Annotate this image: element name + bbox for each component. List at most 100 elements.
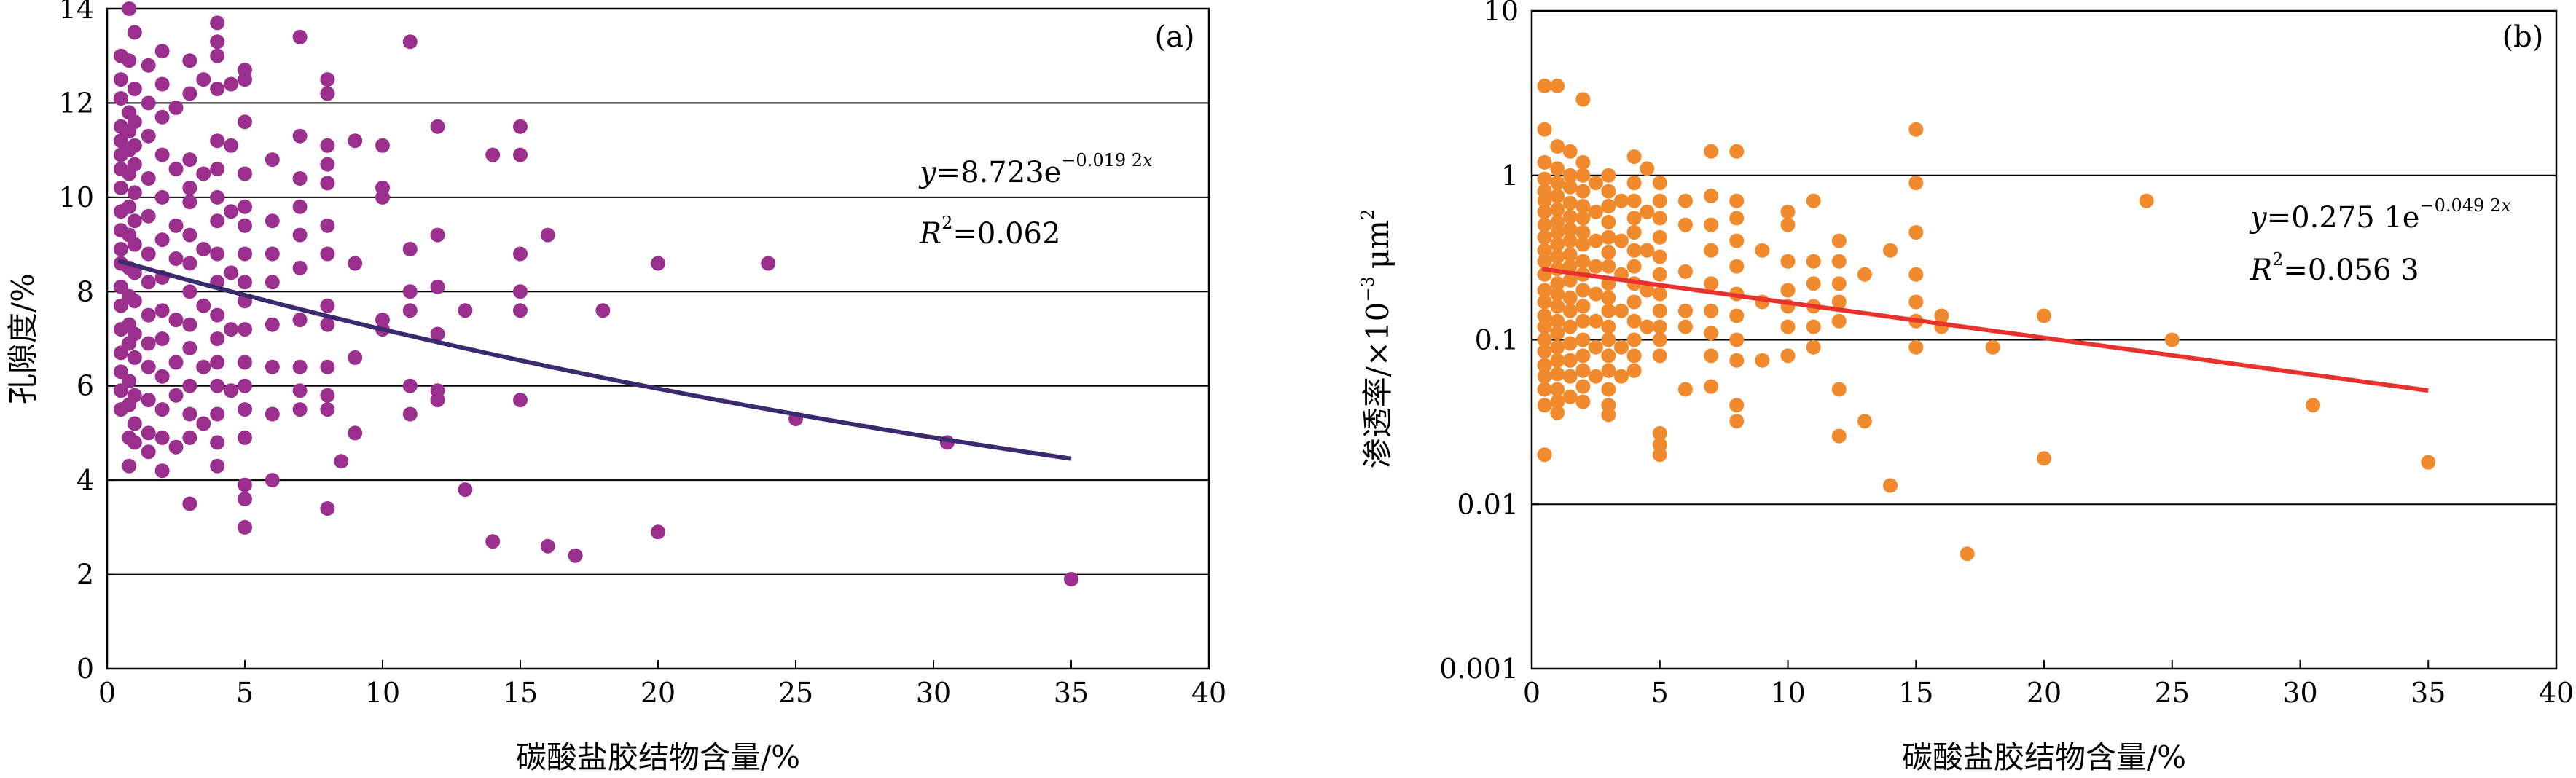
b-data-point bbox=[1729, 308, 1745, 323]
b-x-tick-label: 30 bbox=[2282, 677, 2317, 709]
b-data-point bbox=[1780, 204, 1796, 219]
b-data-point bbox=[1588, 176, 1603, 191]
panel-b-r2-value: =0.056 3 bbox=[2283, 254, 2419, 287]
b-x-tick-label: 40 bbox=[2539, 677, 2574, 709]
a-data-point bbox=[292, 383, 308, 398]
b-data-point bbox=[1537, 254, 1552, 269]
b-data-point bbox=[1601, 319, 1616, 334]
a-data-point bbox=[320, 218, 335, 233]
a-data-point bbox=[265, 275, 280, 290]
a-data-point bbox=[141, 128, 156, 144]
b-data-point bbox=[1537, 204, 1552, 219]
b-data-point bbox=[1652, 425, 1667, 441]
a-data-point bbox=[348, 256, 363, 271]
a-data-point bbox=[122, 458, 137, 474]
b-data-point bbox=[1562, 233, 1578, 248]
a-data-point bbox=[210, 355, 225, 370]
panel-b-y-axis-title: 渗透率/×10−3 μm2 bbox=[1358, 209, 1395, 469]
panel-b-y-ticks: 0.001 0.01 0.1 1 10 bbox=[1439, 0, 1539, 685]
a-data-point bbox=[127, 237, 142, 252]
a-data-point bbox=[292, 199, 308, 214]
a-data-point bbox=[292, 313, 308, 328]
a-data-point bbox=[141, 307, 156, 323]
a-data-point bbox=[485, 534, 501, 549]
b-data-point bbox=[1550, 225, 1565, 240]
a-data-point bbox=[127, 25, 142, 40]
b-data-point bbox=[1550, 366, 1565, 382]
a-data-point bbox=[238, 492, 252, 506]
a-data-point bbox=[348, 425, 363, 441]
a-data-point bbox=[402, 303, 418, 318]
a-data-point bbox=[168, 313, 184, 328]
a-data-point bbox=[127, 435, 142, 450]
b-data-point bbox=[1562, 290, 1578, 305]
a-data-point bbox=[761, 256, 776, 271]
a-data-point bbox=[238, 114, 252, 130]
a-data-point bbox=[113, 345, 128, 361]
b-data-point bbox=[1626, 294, 1642, 310]
b-data-point bbox=[1550, 339, 1565, 355]
b-data-point bbox=[1537, 122, 1552, 137]
b-data-point bbox=[1537, 229, 1552, 245]
b-data-point bbox=[1575, 313, 1591, 329]
a-y-tick-label: 0 bbox=[77, 653, 94, 685]
b-data-point bbox=[1575, 184, 1591, 199]
b-data-point bbox=[1575, 199, 1591, 213]
b-data-point bbox=[1601, 259, 1616, 274]
a-data-point bbox=[513, 303, 528, 318]
a-data-point bbox=[113, 242, 128, 256]
b-data-point bbox=[1614, 339, 1629, 355]
b-data-point bbox=[1677, 382, 1693, 397]
panel-b-r2: R2=0.056 3 bbox=[2250, 249, 2419, 287]
a-data-point bbox=[334, 454, 349, 469]
b-data-point bbox=[1780, 348, 1796, 364]
a-data-point bbox=[141, 208, 156, 224]
a-data-point bbox=[141, 444, 156, 460]
b-data-point bbox=[1537, 243, 1552, 258]
b-data-point bbox=[1640, 283, 1655, 298]
b-data-point bbox=[1537, 319, 1552, 334]
panel-a-eq-rhs: =8.723e bbox=[936, 156, 1062, 189]
b-data-point bbox=[1575, 363, 1591, 378]
a-data-point bbox=[224, 322, 239, 337]
b-data-point bbox=[1601, 348, 1616, 364]
b-data-point bbox=[1704, 348, 1719, 364]
a-data-point bbox=[540, 227, 555, 243]
panel-a-plot-frame bbox=[106, 7, 1210, 670]
a-data-point bbox=[141, 425, 156, 441]
b-data-point bbox=[1831, 276, 1847, 291]
b-data-point bbox=[1729, 398, 1745, 413]
a-data-point bbox=[238, 378, 252, 393]
b-data-point bbox=[1960, 546, 1975, 562]
a-data-point bbox=[141, 171, 156, 186]
a-data-point bbox=[320, 86, 335, 101]
a-data-point bbox=[127, 388, 142, 403]
a-data-point bbox=[238, 218, 252, 233]
b-data-point bbox=[1640, 161, 1655, 176]
b-data-point bbox=[1677, 303, 1693, 318]
b-data-point bbox=[1562, 303, 1578, 318]
b-data-point bbox=[1537, 193, 1552, 208]
a-data-point bbox=[320, 298, 335, 313]
b-x-tick-label: 5 bbox=[1651, 677, 1669, 709]
a-data-point bbox=[458, 482, 473, 498]
b-data-point bbox=[1704, 217, 1719, 232]
a-y-tick-label: 4 bbox=[77, 464, 94, 496]
a-data-point bbox=[182, 256, 197, 271]
a-data-point bbox=[154, 44, 170, 59]
b-data-point bbox=[1626, 313, 1642, 329]
a-data-point bbox=[127, 157, 142, 172]
b-data-point bbox=[1562, 168, 1578, 183]
a-data-point bbox=[292, 227, 308, 243]
a-data-point bbox=[320, 501, 335, 516]
b-data-point bbox=[1755, 243, 1770, 258]
a-data-point bbox=[210, 48, 225, 63]
b-data-point bbox=[1575, 237, 1591, 252]
a-data-point bbox=[430, 393, 445, 408]
panel-b-r2-label: R bbox=[2250, 254, 2272, 287]
b-data-point bbox=[1780, 283, 1796, 298]
a-y-tick-label: 8 bbox=[77, 275, 94, 307]
panel-a-porosity-chart: 0 5 10 15 20 25 30 35 40 0 2 4 6 8 10 12 14 (a) y=8.723… bbox=[5, 0, 1226, 775]
b-data-point bbox=[1677, 264, 1693, 279]
a-data-point bbox=[182, 406, 197, 422]
